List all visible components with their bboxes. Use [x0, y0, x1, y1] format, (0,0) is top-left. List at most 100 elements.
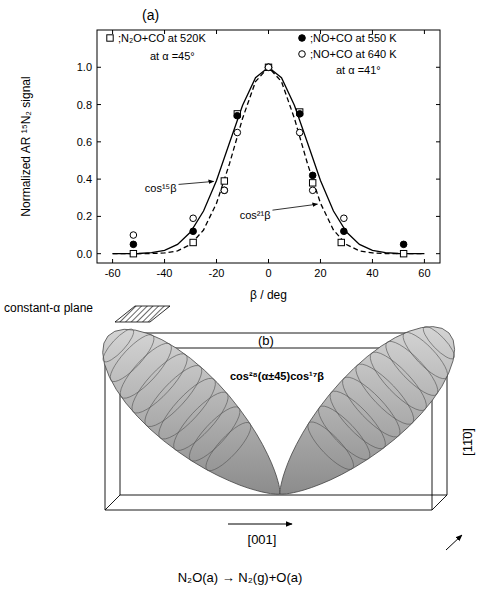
- box-edge: [105, 348, 106, 510]
- panel-label: (a): [142, 7, 159, 23]
- lobe-contour: [167, 385, 236, 457]
- y-tick: [97, 104, 101, 105]
- panel-label: (b): [258, 333, 274, 348]
- y-tick: [97, 253, 101, 254]
- lobe-contour: [379, 335, 444, 402]
- box-edge: [105, 510, 432, 511]
- x-tick: [216, 30, 217, 34]
- y-tick: [436, 216, 440, 217]
- legend-marker: [299, 35, 306, 42]
- legend-marker: [107, 35, 113, 41]
- axis-arrow: [228, 524, 292, 525]
- x-axis-title: β / deg: [250, 288, 287, 302]
- data-point: [309, 172, 316, 179]
- data-point: [309, 187, 316, 194]
- x-tick-label: -40: [157, 267, 173, 279]
- data-point: [190, 215, 197, 222]
- x-tick: [372, 259, 373, 263]
- data-point: [221, 187, 228, 194]
- y-axis-title: Normalized AR ¹⁵N₂ signal: [19, 76, 33, 216]
- lobe-contour: [200, 417, 257, 476]
- data-point: [221, 187, 228, 194]
- curve-label: cos¹⁵β: [145, 182, 177, 194]
- x-tick-label: 0: [265, 267, 271, 279]
- axis-label: [11̄0]: [460, 428, 475, 456]
- data-point: [190, 228, 197, 235]
- lobe: [99, 325, 280, 494]
- lobe-contour: [99, 325, 138, 365]
- lobe-formula: cos²⁸(α±45)cos¹⁷β: [230, 370, 324, 382]
- constant-alpha-plane: [115, 306, 170, 322]
- legend-label: ;NO+CO at 640 K: [310, 48, 397, 60]
- data-point: [296, 129, 303, 136]
- x-tick-label: -20: [209, 267, 225, 279]
- lobe-contour: [323, 384, 392, 455]
- lobe-contour: [312, 400, 376, 466]
- data-point: [130, 250, 136, 256]
- data-point: [265, 64, 272, 71]
- y-tick-label: 0.6: [77, 136, 92, 148]
- y-tick: [97, 67, 101, 68]
- lobe-surface: [280, 327, 455, 495]
- y-tick: [436, 104, 440, 105]
- lobe-contour: [104, 329, 159, 387]
- lobe-contour: [302, 416, 359, 475]
- lobe-contour: [183, 401, 247, 468]
- y-tick: [436, 179, 440, 180]
- reaction: N₂O(a) → N₂(g)+O(a): [178, 570, 303, 585]
- data-point: [234, 112, 241, 119]
- annotation: at α =41°: [336, 64, 381, 76]
- data-point: [400, 250, 406, 256]
- box-edge: [432, 495, 447, 510]
- x-tick: [112, 30, 113, 34]
- lobe-contour: [335, 370, 407, 444]
- x-tick: [216, 259, 217, 263]
- y-tick-label: 0.4: [77, 173, 92, 185]
- x-tick: [424, 30, 425, 34]
- x-tick: [268, 30, 269, 34]
- lobe-contour: [363, 345, 433, 417]
- data-point: [234, 129, 241, 136]
- lobe-contour: [137, 358, 209, 433]
- axis-label: [001]: [248, 532, 277, 547]
- lobe: [280, 323, 458, 494]
- data-point: [341, 215, 348, 222]
- plot-area: [113, 64, 425, 257]
- data-point: [265, 64, 272, 71]
- axis-arrow: [446, 535, 462, 550]
- plot-frame: [97, 30, 440, 263]
- x-tick: [268, 259, 269, 263]
- x-tick-label: -60: [105, 267, 121, 279]
- y-tick: [436, 141, 440, 142]
- box-edge: [120, 495, 447, 496]
- y-tick: [436, 253, 440, 254]
- leader-line: [179, 181, 214, 184]
- legend-label: ;NO+CO at 550 K: [310, 32, 397, 44]
- y-tick: [97, 179, 101, 180]
- leader-line: [272, 204, 317, 210]
- data-point: [400, 241, 407, 248]
- x-tick-label: 60: [418, 267, 430, 279]
- legend-label: ;N₂O+CO at 520K: [118, 32, 206, 44]
- lobe-surface: [103, 329, 280, 494]
- y-tick: [436, 67, 440, 68]
- data-point: [296, 111, 303, 118]
- plane-label: constant-α plane: [4, 301, 93, 315]
- lobe-contour: [419, 323, 458, 363]
- x-tick: [320, 259, 321, 263]
- y-tick-label: 1.0: [77, 61, 92, 73]
- figure: (a)0.00.20.40.60.81.0-60-40-200204060β /…: [0, 0, 482, 593]
- data-point: [221, 178, 227, 184]
- fit-curve: [113, 67, 425, 253]
- x-tick-label: 40: [366, 267, 378, 279]
- data-point: [309, 180, 315, 186]
- lobe-contour: [125, 347, 195, 420]
- box-edge: [120, 333, 447, 334]
- data-point: [190, 239, 196, 245]
- data-point: [130, 232, 137, 239]
- lobe-contour: [114, 337, 179, 405]
- fit-curve: [113, 67, 425, 253]
- box-edge: [105, 495, 120, 510]
- x-tick-label: 20: [314, 267, 326, 279]
- y-tick: [97, 216, 101, 217]
